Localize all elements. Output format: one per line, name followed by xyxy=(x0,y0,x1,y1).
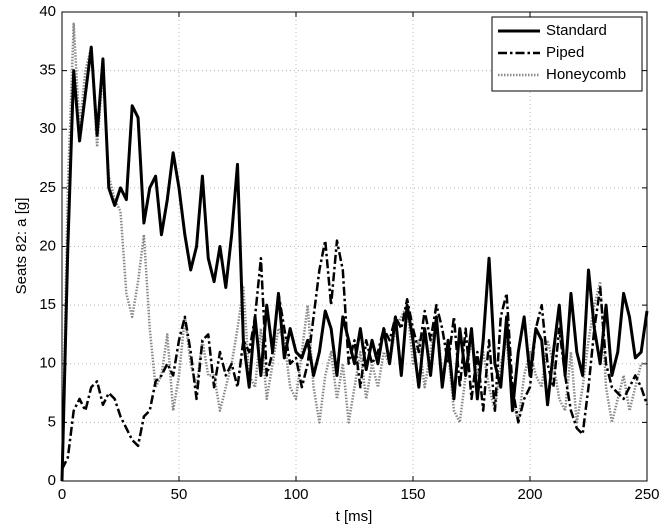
y-tick-label: 15 xyxy=(39,296,56,313)
y-tick-label: 10 xyxy=(39,355,56,372)
legend-label: Piped xyxy=(546,44,584,61)
legend-label: Honeycomb xyxy=(546,66,626,83)
y-tick-label: 5 xyxy=(48,413,56,430)
legend: Standard Piped Honeycomb xyxy=(491,16,643,92)
series-line xyxy=(60,45,649,482)
y-tick-label: 20 xyxy=(39,237,56,254)
y-axis-label: Seats 82: a [g] xyxy=(13,198,30,295)
x-tick-label: 200 xyxy=(517,486,542,503)
x-tick-label: 0 xyxy=(58,486,66,503)
x-tick-label: 150 xyxy=(400,486,425,503)
series-line xyxy=(60,22,647,482)
x-tick-label: 250 xyxy=(634,486,659,503)
y-tick-label: 35 xyxy=(39,62,56,79)
y-tick-label: 30 xyxy=(39,120,56,137)
y-tick-label: 40 xyxy=(39,3,56,20)
x-tick-label: 50 xyxy=(171,486,188,503)
axes-frame xyxy=(61,11,648,482)
legend-label: Standard xyxy=(546,22,607,39)
y-tick-label: 25 xyxy=(39,179,56,196)
series-line xyxy=(60,239,649,470)
x-axis-label: t [ms] xyxy=(336,508,373,525)
x-tick-label: 100 xyxy=(283,486,308,503)
y-tick-label: 0 xyxy=(48,472,56,489)
